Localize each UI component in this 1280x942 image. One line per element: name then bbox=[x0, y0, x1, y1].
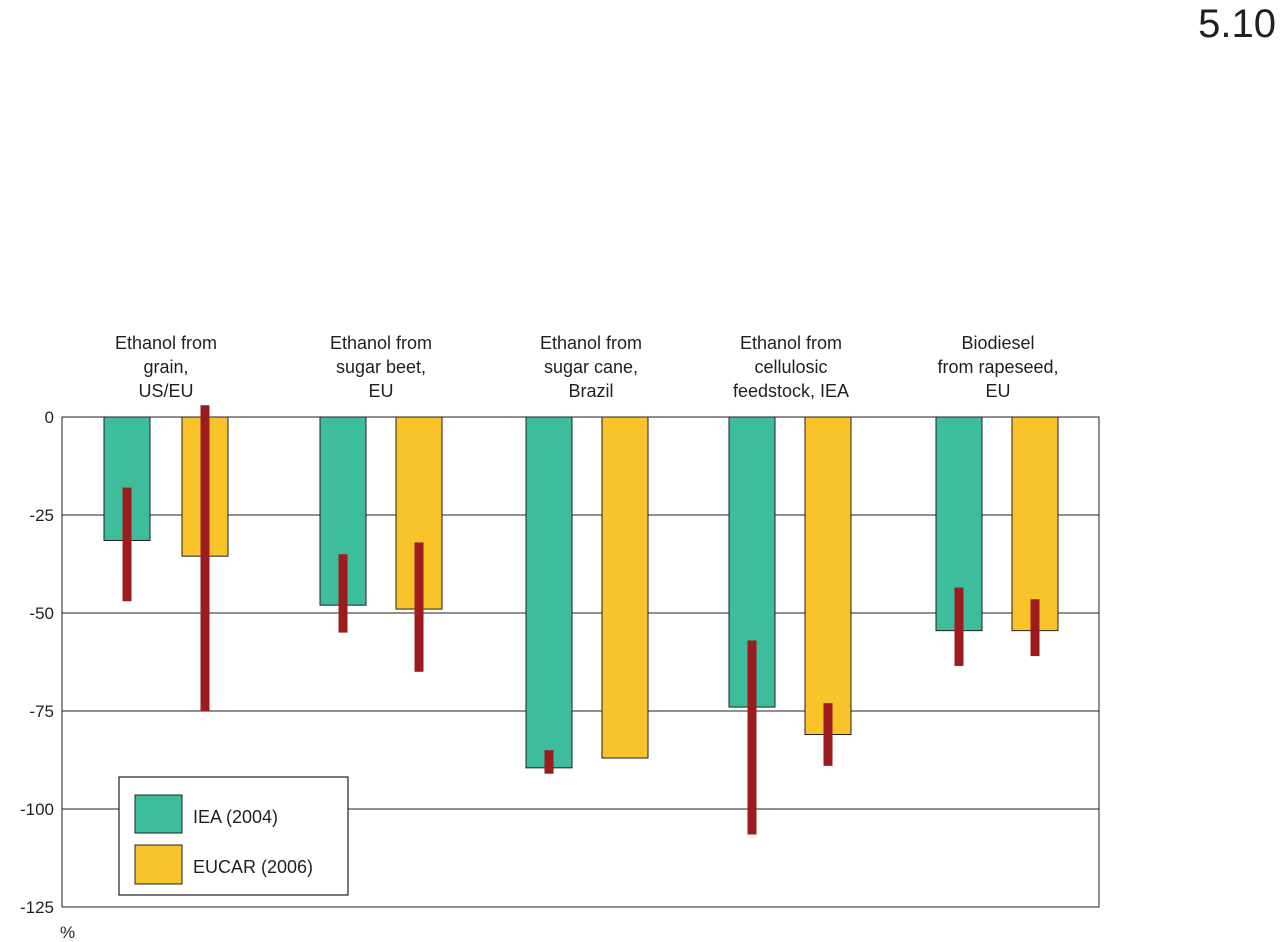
range-line bbox=[122, 487, 132, 602]
y-axis-ticks: 0 -25 -50 -75 -100 -125 bbox=[20, 408, 54, 917]
bar-iea bbox=[525, 416, 573, 769]
category-label: US/EU bbox=[138, 381, 193, 401]
category-label: EU bbox=[368, 381, 393, 401]
y-tick-label: -50 bbox=[29, 604, 54, 623]
range-line bbox=[338, 554, 348, 633]
range-line bbox=[200, 405, 210, 711]
bar-eucar bbox=[601, 416, 649, 759]
range-line bbox=[954, 587, 964, 666]
y-tick-label: -100 bbox=[20, 800, 54, 819]
y-tick-label: -75 bbox=[29, 702, 54, 721]
range-lines bbox=[122, 405, 1040, 835]
legend-label-iea: IEA (2004) bbox=[193, 807, 278, 827]
category-label: cellulosic bbox=[754, 357, 827, 377]
category-label: Ethanol from bbox=[540, 333, 642, 353]
legend: IEA (2004) EUCAR (2006) bbox=[118, 776, 349, 896]
legend-label-eucar: EUCAR (2006) bbox=[193, 857, 313, 877]
legend-swatch-eucar bbox=[134, 844, 183, 885]
y-tick-label: 0 bbox=[45, 408, 54, 427]
category-label: Ethanol from bbox=[740, 333, 842, 353]
category-labels: Ethanol from grain, US/EU Ethanol from sugar… bbox=[115, 333, 1059, 401]
category-label: from rapeseed, bbox=[937, 357, 1058, 377]
category-label: Brazil bbox=[568, 381, 613, 401]
y-axis-label: % bbox=[60, 923, 75, 942]
bar-eucar bbox=[804, 416, 852, 736]
plot-frame bbox=[61, 416, 1100, 908]
category-label: Biodiesel bbox=[961, 333, 1034, 353]
bar-eucar bbox=[1011, 416, 1059, 632]
bars bbox=[103, 416, 1059, 769]
range-line bbox=[747, 640, 757, 835]
category-label: sugar beet, bbox=[336, 357, 426, 377]
category-label: Ethanol from bbox=[115, 333, 217, 353]
y-tick-label: -125 bbox=[20, 898, 54, 917]
range-line bbox=[1030, 599, 1040, 657]
range-line bbox=[414, 542, 424, 672]
category-label: grain, bbox=[143, 357, 188, 377]
range-line bbox=[544, 750, 554, 774]
category-label: Ethanol from bbox=[330, 333, 432, 353]
category-label: feedstock, IEA bbox=[733, 381, 849, 401]
category-label: EU bbox=[985, 381, 1010, 401]
figure-number: 5.10 bbox=[1198, 2, 1276, 46]
legend-swatch-iea bbox=[134, 794, 183, 834]
y-tick-label: -25 bbox=[29, 506, 54, 525]
range-line bbox=[823, 703, 833, 766]
category-label: sugar cane, bbox=[544, 357, 638, 377]
